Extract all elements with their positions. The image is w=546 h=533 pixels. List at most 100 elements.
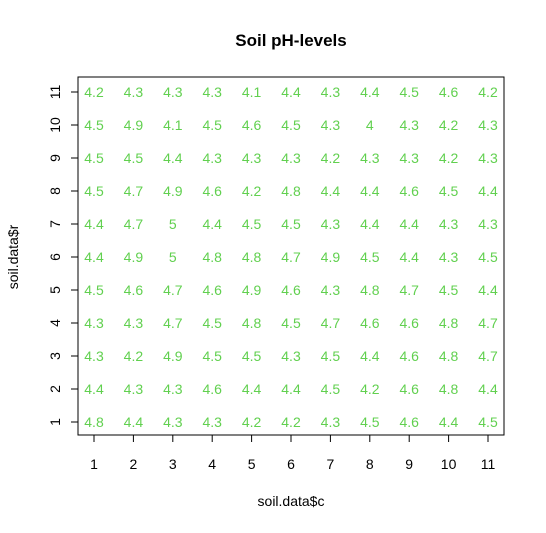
ph-value-label: 4.4 — [360, 84, 380, 100]
ph-value-label: 4.5 — [281, 216, 301, 232]
x-tick-label: 10 — [441, 456, 457, 472]
ph-value-label: 4.3 — [242, 150, 262, 166]
ph-value-label: 4.7 — [399, 282, 419, 298]
ph-value-label: 4.8 — [439, 381, 459, 397]
y-tick-label: 2 — [47, 385, 63, 393]
ph-value-label: 4.6 — [399, 414, 419, 430]
ph-value-label: 4.2 — [478, 84, 498, 100]
ph-value-label: 4.5 — [202, 315, 222, 331]
ph-value-label: 4.2 — [281, 414, 301, 430]
ph-value-label: 4.4 — [84, 216, 104, 232]
ph-value-label: 4.3 — [439, 249, 459, 265]
ph-value-label: 4.5 — [84, 117, 104, 133]
ph-value-label: 4.3 — [281, 150, 301, 166]
ph-value-label: 4.9 — [163, 183, 183, 199]
y-tick-label: 5 — [47, 286, 63, 294]
y-tick-label: 11 — [47, 85, 63, 100]
ph-value-label: 4.3 — [84, 315, 104, 331]
ph-value-label: 4.7 — [321, 315, 341, 331]
ph-value-label: 5 — [169, 249, 177, 265]
ph-value-label: 4.9 — [124, 249, 144, 265]
ph-value-label: 4.4 — [321, 183, 341, 199]
ph-value-label: 4.8 — [281, 183, 301, 199]
ph-value-label: 4.8 — [360, 282, 380, 298]
ph-value-label: 4.5 — [360, 414, 380, 430]
x-tick-label: 8 — [366, 456, 374, 472]
ph-value-label: 4.7 — [163, 282, 183, 298]
ph-value-label: 4.8 — [202, 249, 222, 265]
ph-value-label: 4.6 — [399, 381, 419, 397]
ph-value-label: 4.5 — [399, 84, 419, 100]
ph-value-label: 4.2 — [124, 348, 144, 364]
ph-value-label: 4.5 — [321, 381, 341, 397]
ph-value-label: 4.5 — [84, 150, 104, 166]
x-tick-label: 7 — [327, 456, 335, 472]
ph-value-label: 4.7 — [478, 348, 498, 364]
ph-value-label: 4.5 — [281, 117, 301, 133]
ph-value-label: 4.8 — [439, 348, 459, 364]
ph-value-label: 4.6 — [399, 348, 419, 364]
ph-value-label: 4.3 — [399, 150, 419, 166]
ph-value-label: 4.3 — [321, 117, 341, 133]
ph-value-label: 4.6 — [360, 315, 380, 331]
ph-value-label: 4.2 — [242, 183, 262, 199]
ph-value-label: 4.4 — [84, 249, 104, 265]
ph-value-label: 4.5 — [281, 315, 301, 331]
y-tick-label: 1 — [47, 418, 63, 426]
ph-value-label: 4.3 — [163, 381, 183, 397]
ph-value-label: 4.9 — [321, 249, 341, 265]
ph-value-label: 4.3 — [163, 84, 183, 100]
ph-value-label: 4.3 — [321, 216, 341, 232]
ph-value-label: 4.5 — [439, 183, 459, 199]
ph-value-label: 4.6 — [439, 84, 459, 100]
ph-value-label: 4.8 — [84, 414, 104, 430]
ph-value-label: 4.6 — [242, 117, 262, 133]
ph-value-label: 4.5 — [84, 183, 104, 199]
ph-value-label: 4.4 — [360, 216, 380, 232]
y-tick-label: 6 — [47, 253, 63, 261]
x-tick-label: 6 — [287, 456, 295, 472]
ph-value-label: 4.9 — [124, 117, 144, 133]
ph-value-label: 4.1 — [242, 84, 262, 100]
ph-value-label: 4.4 — [281, 381, 301, 397]
ph-value-label: 5 — [169, 216, 177, 232]
x-tick-label: 4 — [208, 456, 216, 472]
ph-value-label: 4.4 — [84, 381, 104, 397]
x-axis: 1 2 3 4 5 6 7 8 9 10 11 — [90, 435, 495, 472]
x-tick-label: 2 — [130, 456, 138, 472]
x-tick-label: 1 — [90, 456, 98, 472]
ph-value-label: 4.5 — [242, 216, 262, 232]
y-tick-label: 7 — [47, 220, 63, 228]
ph-value-label: 4.4 — [360, 183, 380, 199]
ph-value-label: 4.5 — [202, 117, 222, 133]
ph-value-label: 4.3 — [202, 150, 222, 166]
x-tick-label: 9 — [405, 456, 413, 472]
ph-value-label: 4.7 — [124, 216, 144, 232]
ph-value-label: 4.8 — [242, 249, 262, 265]
ph-value-label: 4.4 — [242, 381, 262, 397]
ph-value-label: 4.5 — [84, 282, 104, 298]
ph-value-label: 4.3 — [478, 150, 498, 166]
ph-value-label: 4.4 — [478, 183, 498, 199]
ph-value-label: 4.7 — [478, 315, 498, 331]
ph-value-label: 4.5 — [478, 249, 498, 265]
ph-value-label: 4.4 — [478, 381, 498, 397]
y-axis: 1 2 3 4 5 6 7 8 9 10 11 — [47, 85, 78, 426]
ph-value-label: 4.4 — [360, 348, 380, 364]
ph-value-label: 4.7 — [124, 183, 144, 199]
ph-value-label: 4.3 — [202, 84, 222, 100]
ph-value-label: 4.5 — [124, 150, 144, 166]
ph-value-label: 4.5 — [321, 348, 341, 364]
ph-value-label: 4.3 — [321, 414, 341, 430]
ph-value-label: 4.9 — [163, 348, 183, 364]
ph-value-label: 4.3 — [124, 315, 144, 331]
chart-title: Soil pH-levels — [235, 31, 346, 50]
ph-value-label: 4.4 — [163, 150, 183, 166]
ph-value-label: 4.3 — [321, 84, 341, 100]
ph-value-label: 4.6 — [399, 183, 419, 199]
ph-value-label: 4.2 — [439, 117, 459, 133]
x-tick-label: 3 — [169, 456, 177, 472]
y-axis-label: soil.data$r — [5, 224, 21, 289]
ph-value-label: 4.2 — [439, 150, 459, 166]
ph-value-label: 4.6 — [202, 282, 222, 298]
